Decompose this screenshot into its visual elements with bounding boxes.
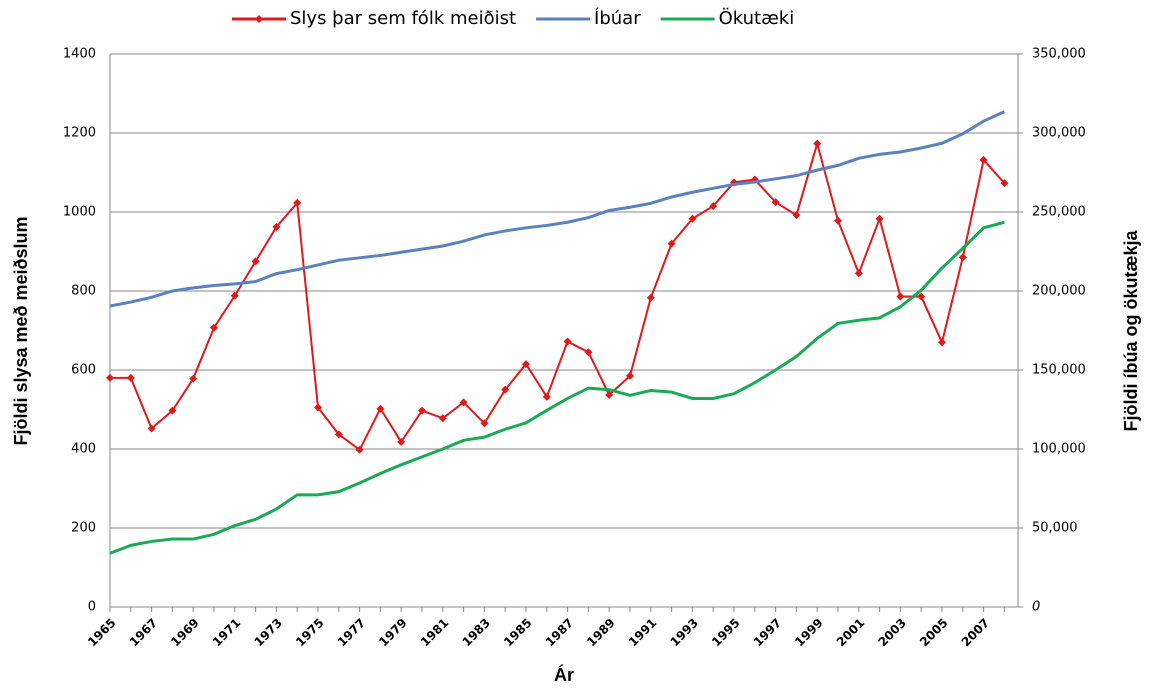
marker: [896, 292, 905, 301]
x-tick-label: 1989: [584, 616, 618, 650]
marker: [958, 253, 967, 262]
marker: [126, 373, 135, 382]
x-tick-label: 1993: [667, 616, 701, 650]
marker: [834, 216, 842, 225]
marker: [854, 269, 863, 278]
y2-tick-label: 200,000: [1032, 284, 1086, 299]
y-tick-label: 0: [88, 600, 96, 615]
x-axis-title: Ár: [554, 664, 574, 685]
x-tick-label: 1971: [210, 616, 244, 650]
marker: [355, 445, 364, 454]
marker: [667, 239, 676, 248]
y-tick-label: 600: [71, 363, 96, 378]
marker: [917, 292, 926, 301]
legend-label: Íbúar: [594, 7, 641, 29]
marker: [397, 437, 406, 446]
x-tick-label: 2001: [834, 616, 868, 650]
x-tick-label: 2005: [917, 616, 951, 650]
y2-tick-label: 50,000: [1032, 521, 1078, 536]
y2-axis-title: Fjöldi íbúa og ökutækja: [1121, 230, 1141, 432]
legend-label: Ökutæki: [719, 7, 795, 29]
marker: [605, 390, 614, 399]
marker: [106, 373, 114, 382]
y2-tick-label: 350,000: [1032, 47, 1086, 62]
marker: [418, 406, 426, 415]
marker: [1000, 179, 1009, 188]
x-tick-label: 1997: [751, 616, 785, 650]
marker: [501, 385, 510, 394]
marker: [709, 202, 718, 211]
y2-tick-label: 150,000: [1032, 363, 1086, 378]
x-tick-label: 1985: [501, 616, 535, 650]
series-line: [110, 139, 1006, 452]
x-tick-label: 1969: [168, 616, 202, 650]
x-tick-label: 2007: [959, 616, 993, 650]
marker: [334, 430, 343, 439]
marker: [314, 403, 322, 412]
x-tick-label: 1995: [709, 616, 743, 650]
marker: [459, 398, 468, 407]
y-tick-label: 1000: [63, 205, 96, 220]
y2-tick-label: 100,000: [1032, 442, 1086, 457]
series-line: [109, 220, 1005, 555]
marker: [688, 214, 697, 223]
x-tick-label: 1975: [293, 616, 327, 650]
series-line: [109, 110, 1006, 308]
y-tick-label: 1400: [63, 47, 96, 62]
legend-marker: [255, 15, 263, 23]
marker: [584, 348, 593, 357]
marker: [210, 323, 218, 332]
marker: [293, 198, 302, 207]
y-tick-label: 400: [71, 442, 96, 457]
marker: [189, 374, 198, 383]
y2-tick-label: 250,000: [1032, 205, 1086, 220]
marker: [813, 139, 822, 148]
marker: [646, 293, 655, 302]
marker: [168, 406, 177, 415]
x-tick-label: 1965: [85, 616, 119, 650]
x-tick-label: 1967: [127, 616, 161, 650]
marker: [875, 214, 884, 223]
y-tick-label: 200: [71, 521, 96, 536]
marker: [480, 419, 489, 428]
y-tick-label: 800: [71, 284, 96, 299]
marker: [522, 360, 530, 369]
x-tick-label: 2003: [875, 616, 909, 650]
marker: [563, 337, 572, 346]
marker: [626, 371, 634, 380]
x-tick-label: 1979: [376, 616, 410, 650]
legend-label: Slys þar sem fólk meiðist: [290, 8, 516, 29]
x-tick-label: 1973: [251, 616, 285, 650]
marker: [542, 392, 551, 401]
marker: [376, 404, 385, 413]
x-tick-label: 1999: [792, 616, 826, 650]
y-axis-title: Fjöldi slysa með meiðslum: [11, 216, 31, 445]
y2-tick-label: 0: [1032, 600, 1040, 615]
marker: [251, 257, 260, 266]
x-tick-label: 1977: [335, 616, 369, 650]
y-tick-label: 1200: [63, 126, 96, 141]
marker: [938, 338, 946, 347]
marker: [438, 414, 447, 423]
marker: [147, 424, 156, 433]
x-tick-label: 1987: [543, 616, 577, 650]
x-tick-label: 1981: [418, 616, 452, 650]
marker: [230, 291, 239, 300]
y2-tick-label: 300,000: [1032, 126, 1086, 141]
marker: [771, 198, 780, 207]
marker: [272, 223, 281, 232]
marker: [979, 155, 988, 164]
x-tick-label: 1991: [626, 616, 660, 650]
marker: [792, 211, 801, 220]
x-tick-label: 1983: [459, 616, 493, 650]
